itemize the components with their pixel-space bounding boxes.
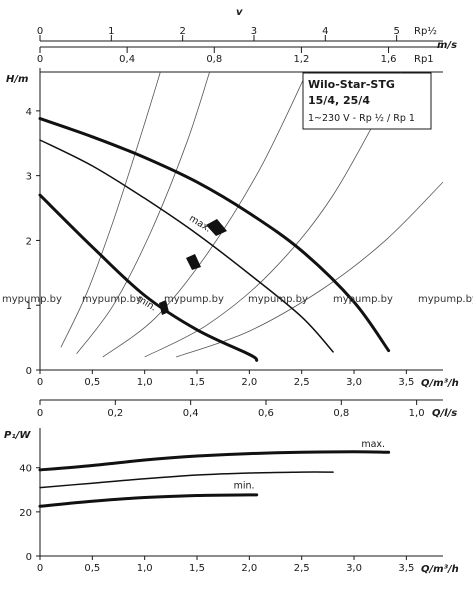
velocity-tick-label-rp1: 1,2 bbox=[293, 54, 309, 65]
power-chart-frame bbox=[39, 428, 443, 557]
power-curve-mid bbox=[39, 471, 334, 489]
power-x-tick-label: 1,0 bbox=[137, 563, 153, 574]
velocity-tick-label-rp1: 0 bbox=[37, 54, 43, 65]
power-x-tick-label: 0,5 bbox=[84, 563, 100, 574]
power-series: max. min. bbox=[38, 439, 391, 508]
watermark: mypump.by bbox=[248, 294, 308, 305]
flow-ls-tick-label: 0 bbox=[37, 408, 43, 419]
head-x-axis-label: Q/m³/h bbox=[421, 378, 459, 389]
system-curve bbox=[102, 72, 308, 358]
head-x-tick-label: 2,5 bbox=[294, 377, 310, 388]
watermark: mypump.by bbox=[2, 294, 62, 305]
system-curve bbox=[144, 72, 402, 358]
title-line2: 15/4, 25/4 bbox=[308, 94, 370, 107]
watermark: mypump.by bbox=[164, 294, 224, 305]
velocity-tick-label-rp-half: 5 bbox=[393, 26, 399, 37]
power-x-tick-label: 0 bbox=[37, 563, 43, 574]
flow-ls-tick-label: 0,4 bbox=[183, 408, 199, 419]
head-x-tick-label: 0,5 bbox=[84, 377, 100, 388]
flow-ls-tick-label: 0,8 bbox=[333, 408, 349, 419]
power-x-tick-label: 2,0 bbox=[241, 563, 257, 574]
power-y-tick-label: 20 bbox=[19, 508, 32, 519]
marker-glyphs bbox=[159, 219, 227, 315]
title-line1: Wilo-Star-STG bbox=[308, 78, 395, 91]
title-box: Wilo-Star-STG 15/4, 25/4 1~230 V - Rp ½ … bbox=[302, 72, 432, 130]
flow-ls-tick-label: 0,6 bbox=[258, 408, 274, 419]
velocity-tick-label-rp-half: 3 bbox=[251, 26, 257, 37]
flow-ls-axis: 0 0,2 0,4 0,6 0,8 1,0 Q/l/s bbox=[37, 399, 457, 419]
power-x-axis-label: Q/m³/h bbox=[421, 564, 459, 575]
power-curve-min bbox=[38, 493, 259, 508]
head-x-tick-label: 2,0 bbox=[241, 377, 257, 388]
title-box-frame bbox=[302, 72, 432, 130]
watermark: mypump.by bbox=[82, 294, 142, 305]
head-y-tick-label: 0 bbox=[26, 366, 32, 377]
power-y-tick-label: 0 bbox=[26, 552, 32, 563]
head-y-axis-label: H/m bbox=[6, 74, 28, 85]
velocity-axis-label-v: v bbox=[236, 7, 243, 18]
head-y-tick-label: 3 bbox=[26, 172, 32, 183]
marker-mid bbox=[186, 254, 201, 270]
power-y-tick-label: 40 bbox=[19, 464, 32, 475]
system-curve bbox=[76, 72, 210, 355]
velocity-tick-label-rp1: 0,4 bbox=[119, 54, 135, 65]
power-annotation: max. bbox=[361, 439, 385, 450]
power-y-axis-label: P₁/W bbox=[4, 430, 31, 441]
head-y-tick-label: 1 bbox=[26, 301, 32, 312]
power-x-tick-label: 3,0 bbox=[346, 563, 362, 574]
system-curve bbox=[175, 181, 443, 358]
system-curves bbox=[60, 72, 443, 358]
velocity-tick-label-rp-half: 0 bbox=[37, 26, 43, 37]
power-axis-ticks: 0 0,5 1,0 1,5 2,0 2,5 3,0 3,5 0 20 40 P₁/W Q/m³/h bbox=[4, 430, 459, 575]
head-x-tick-label: 0 bbox=[37, 377, 43, 388]
velocity-tick-label-rp-half: 4 bbox=[322, 26, 328, 37]
watermarks: mypump.by mypump.by mypump.by mypump.by … bbox=[2, 294, 473, 305]
power-x-tick-label: 3,5 bbox=[398, 563, 414, 574]
marker-max bbox=[206, 219, 227, 236]
head-x-tick-label: 3,0 bbox=[346, 377, 362, 388]
velocity-tick-label-rp-half: 1 bbox=[108, 26, 114, 37]
velocity-axis-label-ms: m/s bbox=[437, 40, 457, 51]
head-series: max.min. bbox=[38, 117, 391, 362]
velocity-sublabel-rp1: Rp1 bbox=[414, 54, 434, 65]
head-x-tick-label: 3,5 bbox=[398, 377, 414, 388]
title-line3: 1~230 V - Rp ½ / Rp 1 bbox=[308, 113, 415, 124]
head-curve-mid bbox=[39, 139, 334, 353]
head-y-tick-label: 4 bbox=[26, 107, 32, 118]
head-x-tick-label: 1,5 bbox=[189, 377, 205, 388]
power-curve-max bbox=[38, 450, 391, 472]
velocity-tick-label-rp1: 0,8 bbox=[206, 54, 222, 65]
head-curve-max bbox=[38, 117, 391, 353]
power-x-tick-label: 2,5 bbox=[294, 563, 310, 574]
flow-ls-tick-label: 1,0 bbox=[409, 408, 425, 419]
head-x-tick-label: 1,0 bbox=[137, 377, 153, 388]
head-axis-ticks: 0 0,5 1,0 1,5 2,0 2,5 3,0 3,5 0 1 2 3 4 H/m Q/m³/h bbox=[6, 74, 459, 389]
watermark: mypump.by bbox=[333, 294, 393, 305]
power-x-tick-label: 1,5 bbox=[189, 563, 205, 574]
power-annotation: min. bbox=[234, 481, 255, 492]
head-y-tick-label: 2 bbox=[26, 236, 32, 247]
system-curve bbox=[60, 72, 161, 348]
marker-min bbox=[159, 300, 169, 315]
velocity-tick-label-rp-half: 2 bbox=[179, 26, 185, 37]
head-curve-min bbox=[38, 193, 259, 362]
watermark: mypump.by bbox=[418, 294, 473, 305]
flow-ls-axis-label: Q/l/s bbox=[432, 408, 457, 419]
velocity-sublabel-rp-half: Rp½ bbox=[414, 25, 437, 37]
flow-ls-tick-label: 0,2 bbox=[107, 408, 123, 419]
velocity-tick-label-rp1: 1,6 bbox=[381, 54, 397, 65]
